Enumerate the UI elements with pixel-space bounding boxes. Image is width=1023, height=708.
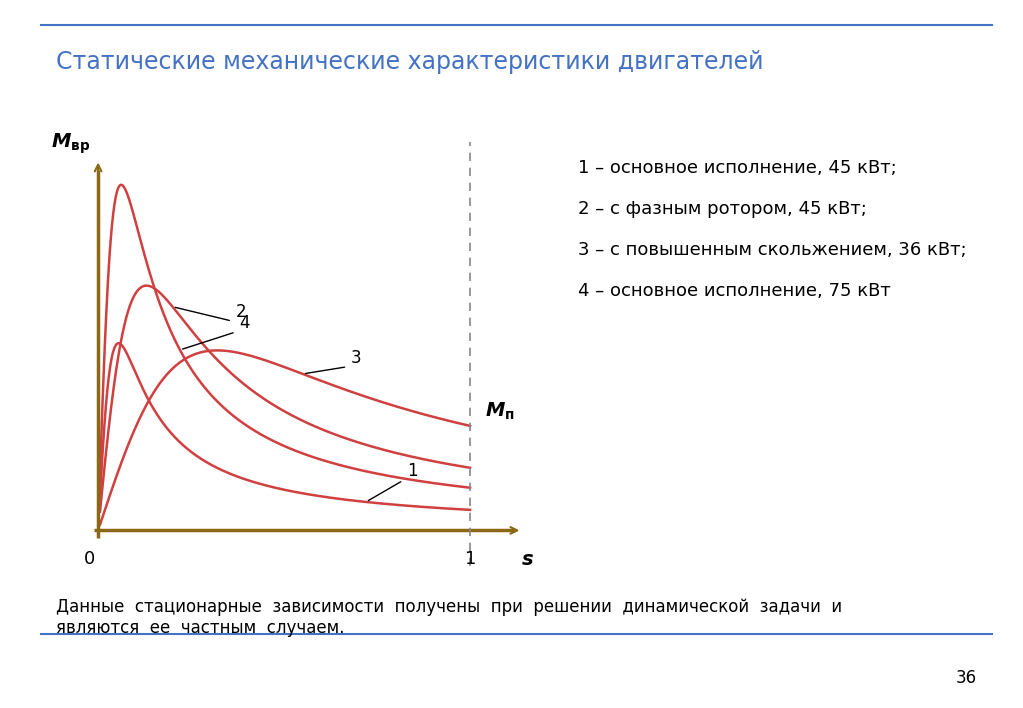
Text: $0$: $0$ — [83, 550, 95, 569]
Text: Статические механические характеристики двигателей: Статические механические характеристики … — [56, 50, 764, 74]
Text: $\boldsymbol{M}_{\mathbf{п}}$: $\boldsymbol{M}_{\mathbf{п}}$ — [485, 401, 515, 422]
Text: $1$: $1$ — [464, 550, 476, 569]
Text: $\boldsymbol{s}$: $\boldsymbol{s}$ — [522, 550, 534, 569]
Text: 4 – основное исполнение, 75 кВт: 4 – основное исполнение, 75 кВт — [578, 282, 891, 300]
Text: 3 – с повышенным скольжением, 36 кВт;: 3 – с повышенным скольжением, 36 кВт; — [578, 241, 967, 259]
Text: $\boldsymbol{M}_{\mathbf{вр}}$: $\boldsymbol{M}_{\mathbf{вр}}$ — [51, 132, 91, 156]
Text: 36: 36 — [955, 669, 977, 687]
Text: 1: 1 — [407, 462, 417, 480]
Text: 3: 3 — [351, 349, 362, 367]
Text: 2 – с фазным ротором, 45 кВт;: 2 – с фазным ротором, 45 кВт; — [578, 200, 866, 218]
Text: 2: 2 — [235, 303, 247, 321]
Text: Данные  стационарные  зависимости  получены  при  решении  динамической  задачи : Данные стационарные зависимости получены… — [56, 598, 842, 637]
Text: 1 – основное исполнение, 45 кВт;: 1 – основное исполнение, 45 кВт; — [578, 159, 897, 177]
Text: 4: 4 — [239, 314, 250, 332]
